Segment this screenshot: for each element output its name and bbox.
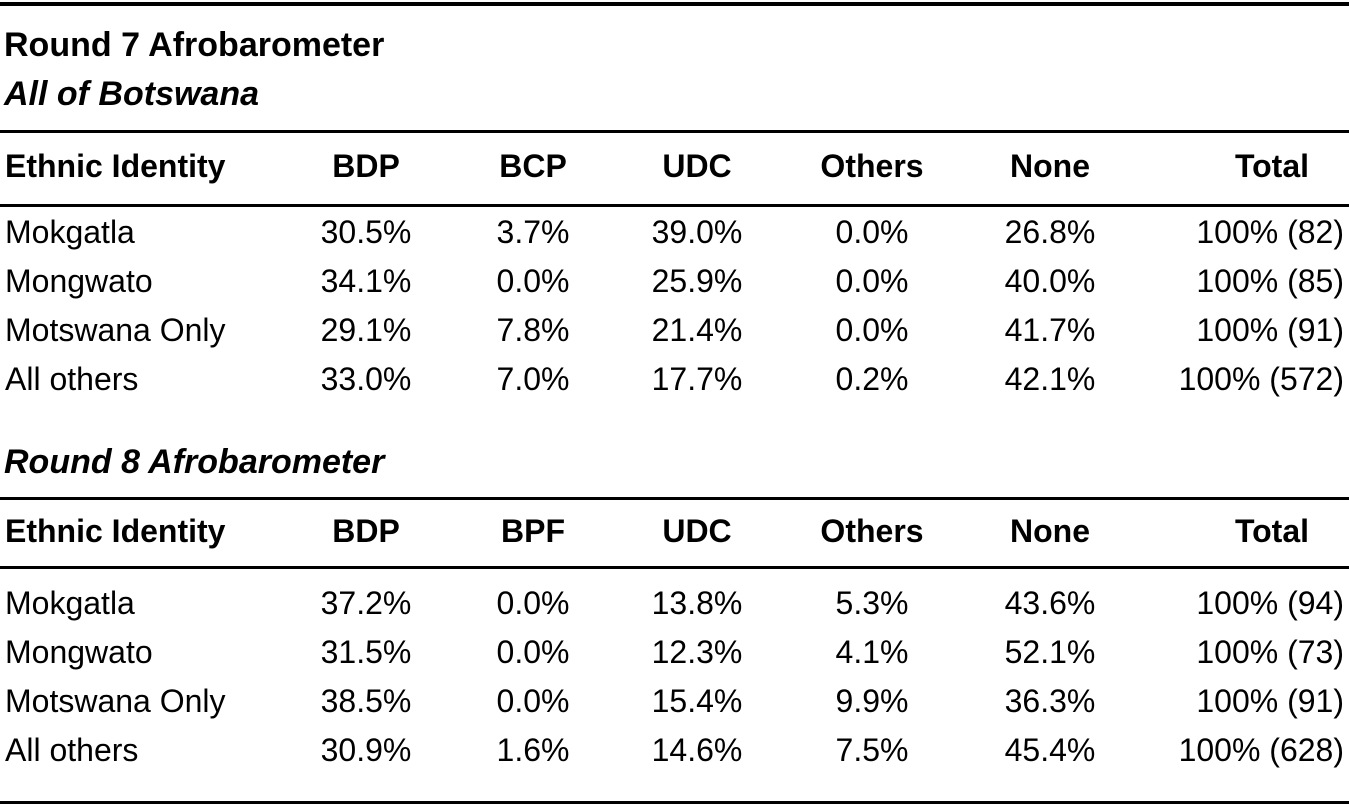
cell-none: 45.4% xyxy=(1004,732,1096,768)
cell-bcp: 7.0% xyxy=(496,361,570,397)
row-label: Mongwato xyxy=(5,263,153,299)
round7-col-header-others: Others xyxy=(820,148,924,184)
round8-col-header-total: Total xyxy=(1234,513,1309,549)
cell-bcp: 0.0% xyxy=(496,263,570,299)
cell-total: 100% (82) xyxy=(1196,214,1344,250)
cell-others: 0.0% xyxy=(835,263,909,299)
cell-others: 4.1% xyxy=(835,634,909,670)
cell-bdp: 37.2% xyxy=(320,585,412,621)
bottom-rule xyxy=(0,801,1349,804)
table-row: Motswana Only 29.1% 7.8% 21.4% 0.0% 41.7… xyxy=(0,306,1349,355)
round7-col-header-none: None xyxy=(1010,148,1090,184)
cell-others: 0.2% xyxy=(835,361,909,397)
cell-total: 100% (85) xyxy=(1196,263,1344,299)
cell-total: 100% (572) xyxy=(1178,361,1344,397)
cell-udc: 21.4% xyxy=(651,312,743,348)
top-rule xyxy=(0,2,1349,6)
cell-udc: 39.0% xyxy=(651,214,743,250)
round7-header-row: Ethnic Identity BDP BCP UDC Others None … xyxy=(0,146,1349,186)
row-label: All others xyxy=(5,361,139,397)
cell-bpf: 0.0% xyxy=(496,634,570,670)
cell-total: 100% (73) xyxy=(1196,634,1344,670)
round8-col-header-ethnic-identity: Ethnic Identity xyxy=(5,513,226,549)
cell-total: 100% (91) xyxy=(1196,683,1344,719)
cell-udc: 17.7% xyxy=(651,361,743,397)
round8-col-header-none: None xyxy=(1010,513,1090,549)
table-row: Mongwato 34.1% 0.0% 25.9% 0.0% 40.0% 100… xyxy=(0,257,1349,306)
row-label: Mokgatla xyxy=(5,585,135,621)
cell-udc: 15.4% xyxy=(651,683,743,719)
round7-col-header-bdp: BDP xyxy=(332,148,400,184)
cell-bdp: 34.1% xyxy=(320,263,412,299)
cell-others: 5.3% xyxy=(835,585,909,621)
cell-none: 26.8% xyxy=(1004,214,1096,250)
row-label: Mongwato xyxy=(5,634,153,670)
cell-others: 0.0% xyxy=(835,214,909,250)
cell-total: 100% (91) xyxy=(1196,312,1344,348)
table-row: All others 30.9% 1.6% 14.6% 7.5% 45.4% 1… xyxy=(0,726,1349,775)
round8-header-row: Ethnic Identity BDP BPF UDC Others None … xyxy=(0,511,1349,551)
cell-none: 43.6% xyxy=(1004,585,1096,621)
table-row: Mokgatla 30.5% 3.7% 39.0% 0.0% 26.8% 100… xyxy=(0,208,1349,257)
round8-col-header-others: Others xyxy=(820,513,924,549)
round8-col-header-bdp: BDP xyxy=(332,513,400,549)
round7-subtitle: All of Botswana xyxy=(4,75,260,113)
cell-udc: 25.9% xyxy=(651,263,743,299)
cell-udc: 12.3% xyxy=(651,634,743,670)
header-row: Ethnic Identity BDP BCP UDC Others None … xyxy=(0,146,1349,186)
round7-col-header-total: Total xyxy=(1234,148,1309,184)
cell-bpf: 0.0% xyxy=(496,585,570,621)
cell-udc: 13.8% xyxy=(651,585,743,621)
cell-bpf: 0.0% xyxy=(496,683,570,719)
cell-none: 41.7% xyxy=(1004,312,1096,348)
cell-none: 42.1% xyxy=(1004,361,1096,397)
round8-table: Mokgatla 37.2% 0.0% 13.8% 5.3% 43.6% 100… xyxy=(0,579,1349,775)
row-label: Motswana Only xyxy=(5,312,226,348)
cell-udc: 14.6% xyxy=(651,732,743,768)
round7-table: Mokgatla 30.5% 3.7% 39.0% 0.0% 26.8% 100… xyxy=(0,208,1349,404)
round8-title: Round 8 Afrobarometer xyxy=(4,443,385,481)
row-label: Mokgatla xyxy=(5,214,135,250)
row-label: All others xyxy=(5,732,139,768)
round7-header-bottom-rule xyxy=(0,204,1349,207)
cell-none: 40.0% xyxy=(1004,263,1096,299)
row-label: Motswana Only xyxy=(5,683,226,719)
table-row: Motswana Only 38.5% 0.0% 15.4% 9.9% 36.3… xyxy=(0,677,1349,726)
cell-total: 100% (94) xyxy=(1196,585,1344,621)
round7-col-header-udc: UDC xyxy=(662,148,732,184)
cell-none: 36.3% xyxy=(1004,683,1096,719)
cell-bdp: 30.9% xyxy=(320,732,412,768)
round7-header-top-rule xyxy=(0,130,1349,133)
round8-col-header-udc: UDC xyxy=(662,513,732,549)
cell-bdp: 33.0% xyxy=(320,361,412,397)
round7-col-header-ethnic-identity: Ethnic Identity xyxy=(5,148,226,184)
round8-header-top-rule xyxy=(0,497,1349,500)
table-row: Mongwato 31.5% 0.0% 12.3% 4.1% 52.1% 100… xyxy=(0,628,1349,677)
cell-others: 9.9% xyxy=(835,683,909,719)
cell-others: 7.5% xyxy=(835,732,909,768)
cell-bdp: 38.5% xyxy=(320,683,412,719)
round7-title: Round 7 Afrobarometer xyxy=(4,26,385,64)
round8-header-bottom-rule xyxy=(0,566,1349,569)
header-row: Ethnic Identity BDP BPF UDC Others None … xyxy=(0,511,1349,551)
table-row: Mokgatla 37.2% 0.0% 13.8% 5.3% 43.6% 100… xyxy=(0,579,1349,628)
table-row: All others 33.0% 7.0% 17.7% 0.2% 42.1% 1… xyxy=(0,355,1349,404)
cell-bcp: 7.8% xyxy=(496,312,570,348)
cell-bdp: 31.5% xyxy=(320,634,412,670)
cell-none: 52.1% xyxy=(1004,634,1096,670)
cell-bcp: 3.7% xyxy=(496,214,570,250)
cell-bpf: 1.6% xyxy=(496,732,570,768)
round8-col-header-bpf: BPF xyxy=(501,513,565,549)
cell-bdp: 30.5% xyxy=(320,214,412,250)
cell-others: 0.0% xyxy=(835,312,909,348)
round7-col-header-bcp: BCP xyxy=(499,148,567,184)
cell-total: 100% (628) xyxy=(1178,732,1344,768)
cell-bdp: 29.1% xyxy=(320,312,412,348)
